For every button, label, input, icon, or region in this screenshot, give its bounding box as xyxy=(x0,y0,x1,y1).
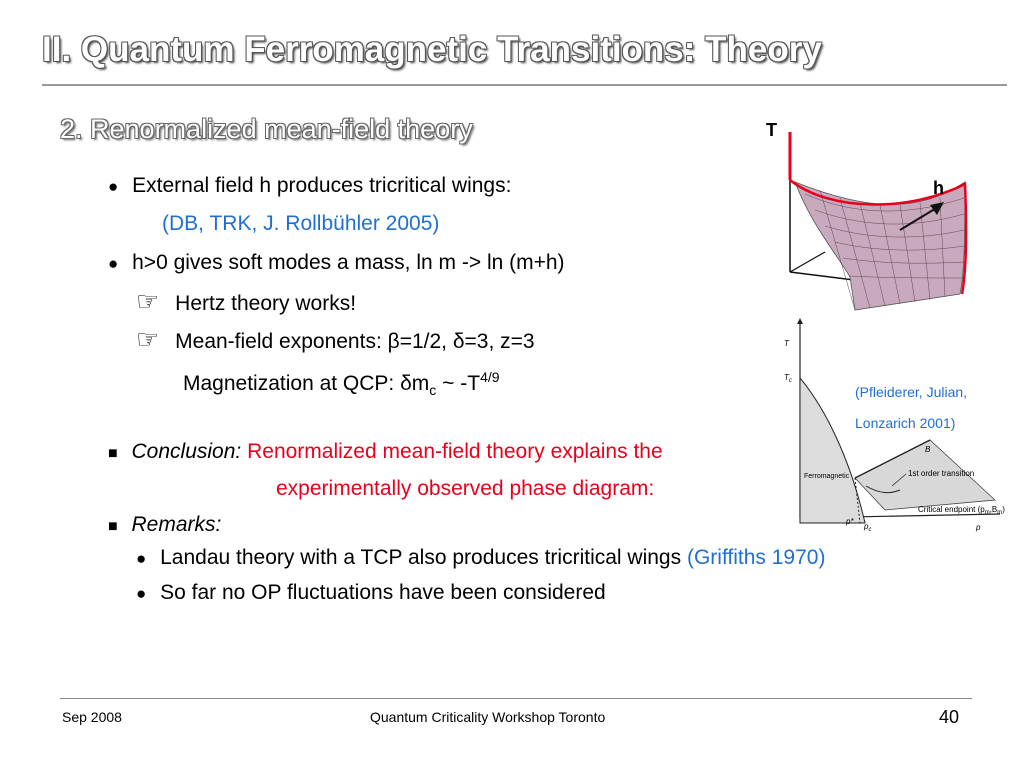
first-order-curve xyxy=(865,485,901,494)
label-pc-sub: c xyxy=(868,527,871,533)
remark-landau: ● Landau theory with a TCP also produces… xyxy=(136,545,825,572)
slide-subtitle: 2. Renormalized mean-field theory xyxy=(60,114,473,144)
cep-sub: m xyxy=(985,510,990,516)
axis-line xyxy=(789,251,826,273)
bullet-icon: ● xyxy=(136,584,147,603)
reference-pfleiderer: (Pfleiderer, Julian, Lonzarich 2001) xyxy=(855,382,967,433)
footer-page-number: 40 xyxy=(939,707,960,727)
bullet-external-field: ● External field h produces tricritical … xyxy=(108,173,511,200)
label-pstar: p* xyxy=(845,517,854,526)
sub-bullet-hertz: ☞ Hertz theory works! xyxy=(136,288,356,317)
label-first-order: 1st order transition xyxy=(908,469,974,478)
wing-surface xyxy=(794,181,966,311)
reference-line-2: Lonzarich 2001) xyxy=(855,415,956,431)
bullet-soft-modes: ● h>0 gives soft modes a mass, ln m -> l… xyxy=(108,250,565,277)
label-Tc: Tc xyxy=(784,373,792,384)
label-Tc-sub: c xyxy=(789,378,792,384)
magnetization-text: Magnetization at QCP: δm xyxy=(183,372,430,395)
label-critical-endpoint: Critical endpoint (pm,Bm) xyxy=(918,505,1005,516)
remarks-line: ■ Remarks: xyxy=(108,512,221,540)
conclusion-line: ■ Conclusion: Renormalized mean-field th… xyxy=(108,439,663,467)
b-axis-line xyxy=(854,439,931,479)
conclusion-label: Conclusion: xyxy=(131,440,242,463)
remark-text: So far no OP fluctuations have been cons… xyxy=(160,581,606,604)
sub-bullet-text: Mean-field exponents: β=1/2, δ=3, z=3 xyxy=(175,330,535,353)
bullet-text: External field h produces tricritical wi… xyxy=(132,174,512,197)
cep-sub: m xyxy=(997,510,1002,516)
label-B: B xyxy=(925,445,931,454)
conclusion-text: Renormalized mean-field theory explains … xyxy=(247,440,663,463)
ferromagnetic-region xyxy=(799,376,866,524)
label-pc: pc xyxy=(863,522,871,533)
bullet-text: h>0 gives soft modes a mass, ln m -> ln … xyxy=(132,251,565,274)
square-bullet-icon: ■ xyxy=(108,445,118,462)
h-axis-arrow xyxy=(899,206,939,231)
arrow-head-icon xyxy=(797,318,803,324)
axis-label-T: T xyxy=(766,120,777,140)
bullet-icon: ● xyxy=(136,549,147,568)
reference-line-1: (Pfleiderer, Julian, xyxy=(855,384,968,400)
slide-title: II. Quantum Ferromagnetic Transitions: T… xyxy=(42,30,822,69)
remark-op-fluctuations: ● So far no OP fluctuations have been co… xyxy=(136,580,606,607)
pointing-hand-icon: ☞ xyxy=(136,324,160,354)
pstar-guide xyxy=(854,477,861,524)
magnetization-subscript: c xyxy=(429,382,437,399)
axis-label-h: h xyxy=(933,178,944,198)
title-divider xyxy=(42,84,1007,86)
pointing-hand-icon: ☞ xyxy=(136,286,160,316)
cep-text: Critical endpoint (p xyxy=(918,505,985,514)
bullet-icon: ● xyxy=(108,177,119,196)
conclusion-text-continued: experimentally observed phase diagram: xyxy=(276,477,655,500)
remarks-label: Remarks: xyxy=(131,513,222,536)
tricritical-wings-figure: T h xyxy=(766,120,968,311)
footer-date: Sep 2008 xyxy=(62,709,122,725)
wing-critical-line xyxy=(789,179,968,295)
label-T: T xyxy=(784,339,790,348)
square-bullet-icon: ■ xyxy=(108,518,118,535)
label-p: p xyxy=(975,523,981,532)
footer-event: Quantum Criticality Workshop Toronto xyxy=(370,709,606,725)
remark-text: Landau theory with a TCP also produces t… xyxy=(160,546,687,569)
leader-line xyxy=(891,473,907,487)
label-Tc-main: T xyxy=(784,373,790,382)
magnetization-text-mid: ~ -T xyxy=(436,372,481,395)
pressure-phase-diagram: B T Tc Ferromagnetic 1st order transitio… xyxy=(784,318,1005,533)
label-pc-main: p xyxy=(863,522,869,531)
arrow-head-icon xyxy=(930,202,944,215)
label-ferromagnetic: Ferromagnetic xyxy=(804,473,850,480)
surface-grid xyxy=(804,189,965,311)
sub-bullet-text: Hertz theory works! xyxy=(175,292,357,315)
cep-end: ) xyxy=(1002,505,1005,514)
cep-mid: ,B xyxy=(990,505,998,514)
magnetization-line: Magnetization at QCP: δmc ~ -T4/9 xyxy=(183,364,500,403)
sub-bullet-exponents: ☞ Mean-field exponents: β=1/2, δ=3, z=3 xyxy=(136,326,535,355)
reference-db-trk: (DB, TRK, J. Rollbühler 2005) xyxy=(162,212,440,235)
bullet-icon: ● xyxy=(108,254,119,273)
reference-griffiths: (Griffiths 1970) xyxy=(686,546,826,569)
footer-divider xyxy=(60,698,972,699)
magnetization-exponent: 4/9 xyxy=(480,369,500,385)
